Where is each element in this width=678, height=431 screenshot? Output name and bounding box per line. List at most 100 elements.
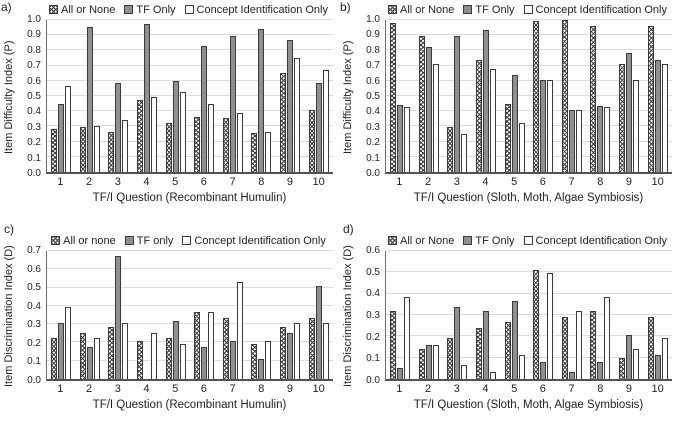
- y-tick-label: 0.2: [27, 337, 41, 349]
- legend-swatch-white-icon: [182, 236, 192, 245]
- x-tick-label: 4: [143, 383, 150, 395]
- bar: [633, 349, 640, 379]
- bar: [229, 341, 236, 379]
- panel-b: b) All or None TF Only Concept Identificati…: [339, 0, 678, 215]
- bar-group: [386, 20, 415, 172]
- y-tick-label: 0.4: [27, 106, 41, 118]
- bar: [258, 29, 265, 172]
- bar-group: [615, 251, 644, 379]
- bar: [151, 97, 158, 172]
- legend-label: All or None: [60, 3, 116, 16]
- x-tick-label: 2: [424, 176, 432, 188]
- bar: [454, 307, 461, 379]
- bar: [287, 333, 294, 379]
- bar: [533, 270, 540, 379]
- x-tick-label: 7: [568, 383, 575, 395]
- bar: [108, 327, 115, 379]
- gridline: [386, 64, 672, 66]
- y-tick-label: 0.8: [366, 44, 380, 56]
- bar: [418, 349, 425, 379]
- bar: [265, 341, 272, 379]
- y-tick-label: 0.1: [366, 353, 380, 365]
- y-axis-ticks: 0.0 0.1 0.2 0.3 0.4 0.5 0.6 0.7: [16, 245, 46, 386]
- bar: [483, 311, 490, 379]
- legend: All or None TF Only Concept Identification…: [40, 1, 337, 18]
- bar: [51, 338, 58, 379]
- x-tick-label: 7: [229, 383, 236, 395]
- y-tick-label: 0.3: [27, 121, 41, 133]
- bar: [547, 273, 554, 379]
- bar-group: [443, 251, 472, 379]
- y-tick-label: 0.9: [366, 29, 380, 41]
- y-tick-label: 0.0: [366, 375, 380, 386]
- x-tick-label: 2: [85, 176, 93, 188]
- legend-swatch-hatched-icon: [387, 236, 397, 245]
- y-tick-label: 0.6: [366, 75, 380, 87]
- bar: [222, 318, 229, 379]
- bar: [122, 323, 129, 379]
- bar: [476, 328, 483, 379]
- legend-swatch-gray-icon: [124, 236, 134, 245]
- legend-label: Concept Identification Only: [194, 234, 326, 247]
- bar: [661, 338, 668, 379]
- y-tick-label: 0.2: [366, 331, 380, 343]
- bar: [108, 132, 115, 172]
- x-tick-label: 9: [286, 383, 294, 395]
- gridline: [386, 250, 672, 251]
- y-tick-label: 1.0: [366, 14, 380, 25]
- x-tick-label: 3: [114, 176, 121, 188]
- x-tick-label: 5: [511, 176, 518, 188]
- x-tick-label: 5: [511, 383, 518, 395]
- gridline: [386, 34, 672, 36]
- gridline: [47, 323, 333, 325]
- bar: [447, 338, 454, 379]
- legend-label: Concept Identification Only: [196, 3, 328, 16]
- x-tick-label: 9: [625, 176, 633, 188]
- y-tick-label: 0.2: [27, 137, 41, 149]
- x-tick-label: 9: [286, 176, 294, 188]
- bar: [604, 107, 611, 172]
- legend-label: TF Only: [475, 3, 515, 16]
- y-tick-label: 0.5: [366, 266, 380, 278]
- bar-groups: [386, 20, 672, 172]
- x-tick-label: 1: [396, 383, 403, 395]
- gridline: [386, 125, 672, 127]
- chart-body: Item Difficulty Index (P) 0.0 0.1 0.2 0.3 0.4…: [341, 14, 672, 207]
- bar-group: [247, 20, 276, 172]
- bar-group: [161, 251, 190, 379]
- gridline: [47, 34, 333, 36]
- bar: [540, 362, 547, 379]
- legend-label: Concept Identification Only: [535, 3, 667, 16]
- x-tick-label: 4: [482, 176, 489, 188]
- bar: [294, 58, 301, 172]
- x-tick-label: 3: [453, 176, 460, 188]
- bar: [647, 317, 654, 379]
- y-axis-ticks: 0.0 0.1 0.2 0.3 0.4 0.5 0.6 0.7 0.8 0.9 1.0: [16, 14, 46, 179]
- bar: [404, 107, 411, 172]
- bar: [280, 73, 287, 172]
- bar: [511, 301, 518, 379]
- legend-swatch-gray-icon: [124, 5, 134, 14]
- x-tick-label: 5: [172, 176, 179, 188]
- legend-item: All or none: [51, 235, 116, 247]
- legend-swatch-white-icon: [184, 5, 194, 14]
- gridline: [386, 95, 672, 96]
- bar: [518, 355, 525, 379]
- y-tick-label: 0.6: [27, 75, 41, 87]
- bar: [490, 372, 497, 379]
- y-tick-label: 0.4: [366, 106, 380, 118]
- bar-group: [615, 20, 644, 172]
- legend-swatch-gray-icon: [463, 5, 473, 14]
- bar-groups: [47, 251, 333, 379]
- x-axis-title: TF/I Question (Sloth, Moth, Algae Symbio…: [413, 399, 644, 411]
- bar: [654, 355, 661, 379]
- bar: [397, 105, 404, 172]
- legend-label: TF Only: [136, 3, 176, 16]
- bar: [590, 311, 597, 379]
- bar-group: [276, 20, 305, 172]
- bar: [547, 80, 554, 172]
- chart-body: Item Discrimination Index (D) 0.0 0.1 0.2 0.…: [2, 245, 333, 414]
- x-axis-title: TF/I Question (Recombinant Humulin): [92, 399, 287, 411]
- x-axis-title: TF/I Question (Sloth, Moth, Algae Symbio…: [413, 192, 644, 204]
